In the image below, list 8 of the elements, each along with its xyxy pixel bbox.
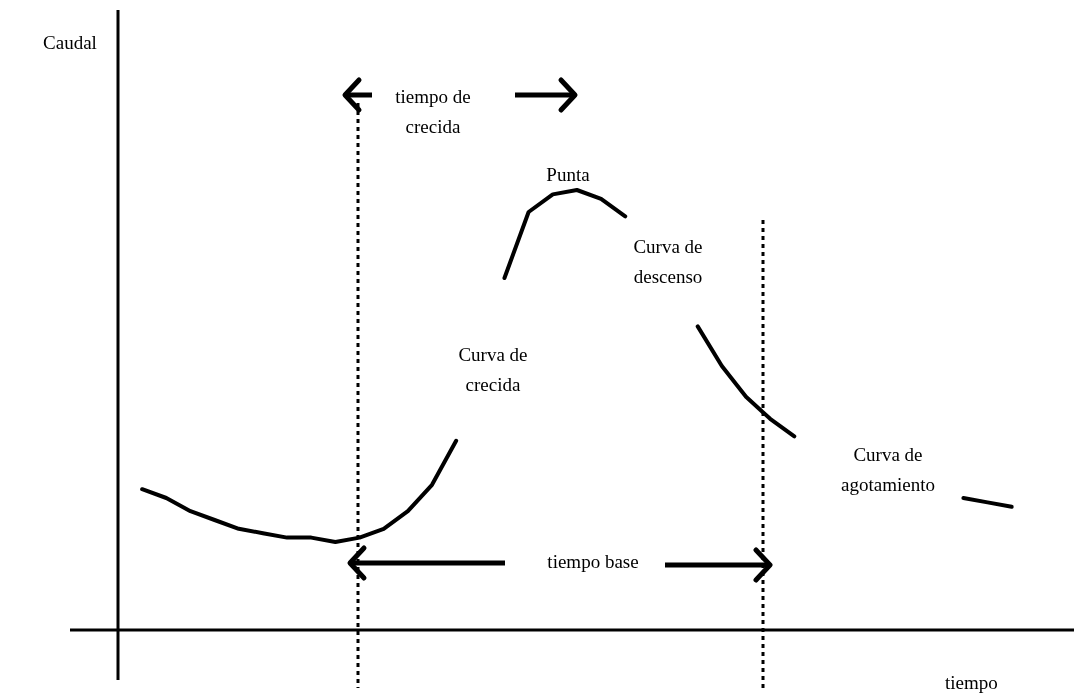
text: tiempo de crecida: [394, 85, 472, 139]
annotation: Curva de agotamiento: [840, 443, 936, 497]
text: Punta: [545, 163, 591, 187]
annotation: tiempo base: [546, 550, 640, 574]
x-axis-title: tiempo: [945, 671, 998, 695]
annotation: Curva de crecida: [457, 343, 529, 397]
annotation: Curva de descenso: [632, 235, 704, 289]
text: Caudal: [42, 31, 98, 55]
